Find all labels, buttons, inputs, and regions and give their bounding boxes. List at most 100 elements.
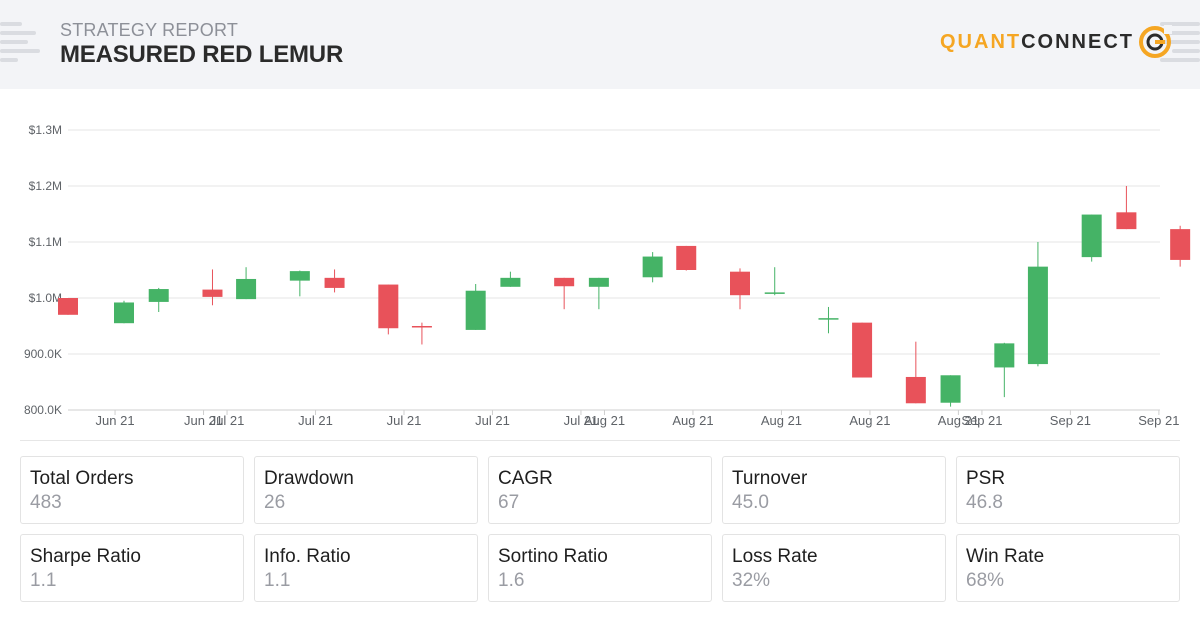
report-header: STRATEGY REPORT MEASURED RED LEMUR QUANT…	[0, 0, 1200, 89]
candle-down	[411, 322, 432, 345]
y-axis-labels: 800.0K 900.0K $1.0M $1.1M $1.2M $1.3M	[24, 123, 62, 417]
stat-card: Info. Ratio 1.1	[254, 534, 478, 602]
stat-label: Total Orders	[30, 468, 134, 489]
y-tick-label: $1.0M	[29, 291, 62, 305]
report-title: MEASURED RED LEMUR	[60, 41, 344, 68]
candle-body	[411, 326, 432, 328]
candle-down	[202, 269, 223, 306]
x-tick-label: Jul 21	[387, 413, 422, 428]
stat-card: Loss Rate 32%	[722, 534, 946, 602]
candle-down	[1116, 186, 1137, 230]
candle-down	[58, 298, 78, 315]
candle-body	[500, 277, 521, 287]
stat-value: 68%	[966, 570, 1005, 591]
stat-card: PSR 46.8	[956, 456, 1180, 524]
x-tick-label: Sep 21	[1050, 413, 1091, 428]
candlestick-chart: 800.0K 900.0K $1.0M $1.1M $1.2M $1.3M Jun 21 J…	[0, 110, 1200, 440]
logo-word-quant: QUANT	[940, 30, 1022, 53]
logo-word-connect: CONNECT	[1021, 30, 1134, 53]
stat-value: 1.6	[498, 570, 525, 591]
y-tick-label: $1.1M	[29, 235, 62, 249]
stat-value: 45.0	[732, 492, 769, 513]
candle-down	[676, 245, 697, 271]
candle-body	[1116, 212, 1137, 230]
candle-body	[236, 278, 257, 300]
candle-down	[905, 341, 926, 404]
candle-down	[730, 268, 750, 310]
quantconnect-logo[interactable]: QUANT CONNECT	[940, 24, 1172, 60]
y-tick-label: 900.0K	[24, 347, 62, 361]
candle-body	[554, 277, 575, 287]
candle-body	[764, 292, 785, 294]
stat-value: 67	[498, 492, 520, 513]
report-subtitle: STRATEGY REPORT	[60, 20, 239, 40]
candle-up	[114, 300, 134, 324]
stat-label: Turnover	[732, 468, 808, 489]
stat-label: Info. Ratio	[264, 546, 351, 567]
stat-card: Sharpe Ratio 1.1	[20, 534, 244, 602]
candle-body	[730, 271, 750, 296]
stat-label: Win Rate	[966, 546, 1045, 567]
stat-value: 483	[30, 492, 62, 513]
section-divider	[20, 440, 1180, 441]
candle-body	[940, 375, 961, 403]
candle-up	[1027, 242, 1048, 367]
stat-card: Win Rate 68%	[956, 534, 1180, 602]
stat-label: Drawdown	[264, 468, 354, 489]
y-tick-label: $1.3M	[29, 123, 62, 137]
candle-body	[1027, 266, 1048, 365]
stat-card: Drawdown 26	[254, 456, 478, 524]
candle-down	[1170, 225, 1191, 267]
candle-body	[676, 245, 697, 270]
candle-up	[148, 287, 169, 312]
candle-up	[642, 252, 663, 283]
candle-body	[642, 256, 663, 278]
stat-value: 1.1	[30, 570, 57, 591]
stat-label: CAGR	[498, 468, 553, 489]
candle-body	[905, 376, 926, 404]
stat-value: 26	[264, 492, 286, 513]
candle-body	[114, 302, 134, 324]
candle-up	[289, 270, 310, 297]
x-tick-label: Sep 21	[1138, 413, 1179, 428]
candle-up	[994, 342, 1015, 398]
quantconnect-logo-icon	[1139, 25, 1172, 58]
x-tick-label: Aug 21	[761, 413, 802, 428]
candle-down	[554, 277, 575, 310]
candle-up	[764, 267, 785, 296]
x-tick-label: Sep 21	[961, 413, 1002, 428]
stat-value: 32%	[732, 570, 771, 591]
candle-body	[148, 289, 169, 302]
candles	[58, 186, 1191, 407]
stat-value: 46.8	[966, 492, 1003, 513]
candle-up	[588, 277, 609, 310]
stat-label: PSR	[966, 468, 1006, 489]
x-tick-label: Jun 21	[184, 413, 223, 428]
candle-down	[378, 284, 399, 335]
candle-body	[289, 271, 310, 281]
stat-label: Sortino Ratio	[498, 546, 608, 567]
y-tick-label: $1.2M	[29, 179, 62, 193]
x-tick-label: Aug 21	[938, 413, 979, 428]
candle-body	[1081, 214, 1102, 258]
candle-down	[324, 269, 345, 293]
candle-body	[1170, 229, 1191, 260]
stat-label: Sharpe Ratio	[30, 546, 141, 567]
stat-card: Turnover 45.0	[722, 456, 946, 524]
x-tick-label: Aug 21	[849, 413, 890, 428]
x-tick-label: Jul 21	[298, 413, 333, 428]
stat-card: Total Orders 483	[20, 456, 244, 524]
candle-up	[1081, 214, 1102, 262]
candle-up	[940, 375, 961, 407]
x-tick-label: Jul 21	[210, 413, 245, 428]
x-tick-label: Aug 21	[672, 413, 713, 428]
candle-body	[202, 289, 223, 297]
candle-body	[324, 277, 345, 288]
stat-card: CAGR 67	[488, 456, 712, 524]
candle-down	[852, 322, 873, 378]
x-tick-label: Jun 21	[96, 413, 135, 428]
candle-body	[58, 298, 78, 315]
candle-body	[588, 277, 609, 287]
